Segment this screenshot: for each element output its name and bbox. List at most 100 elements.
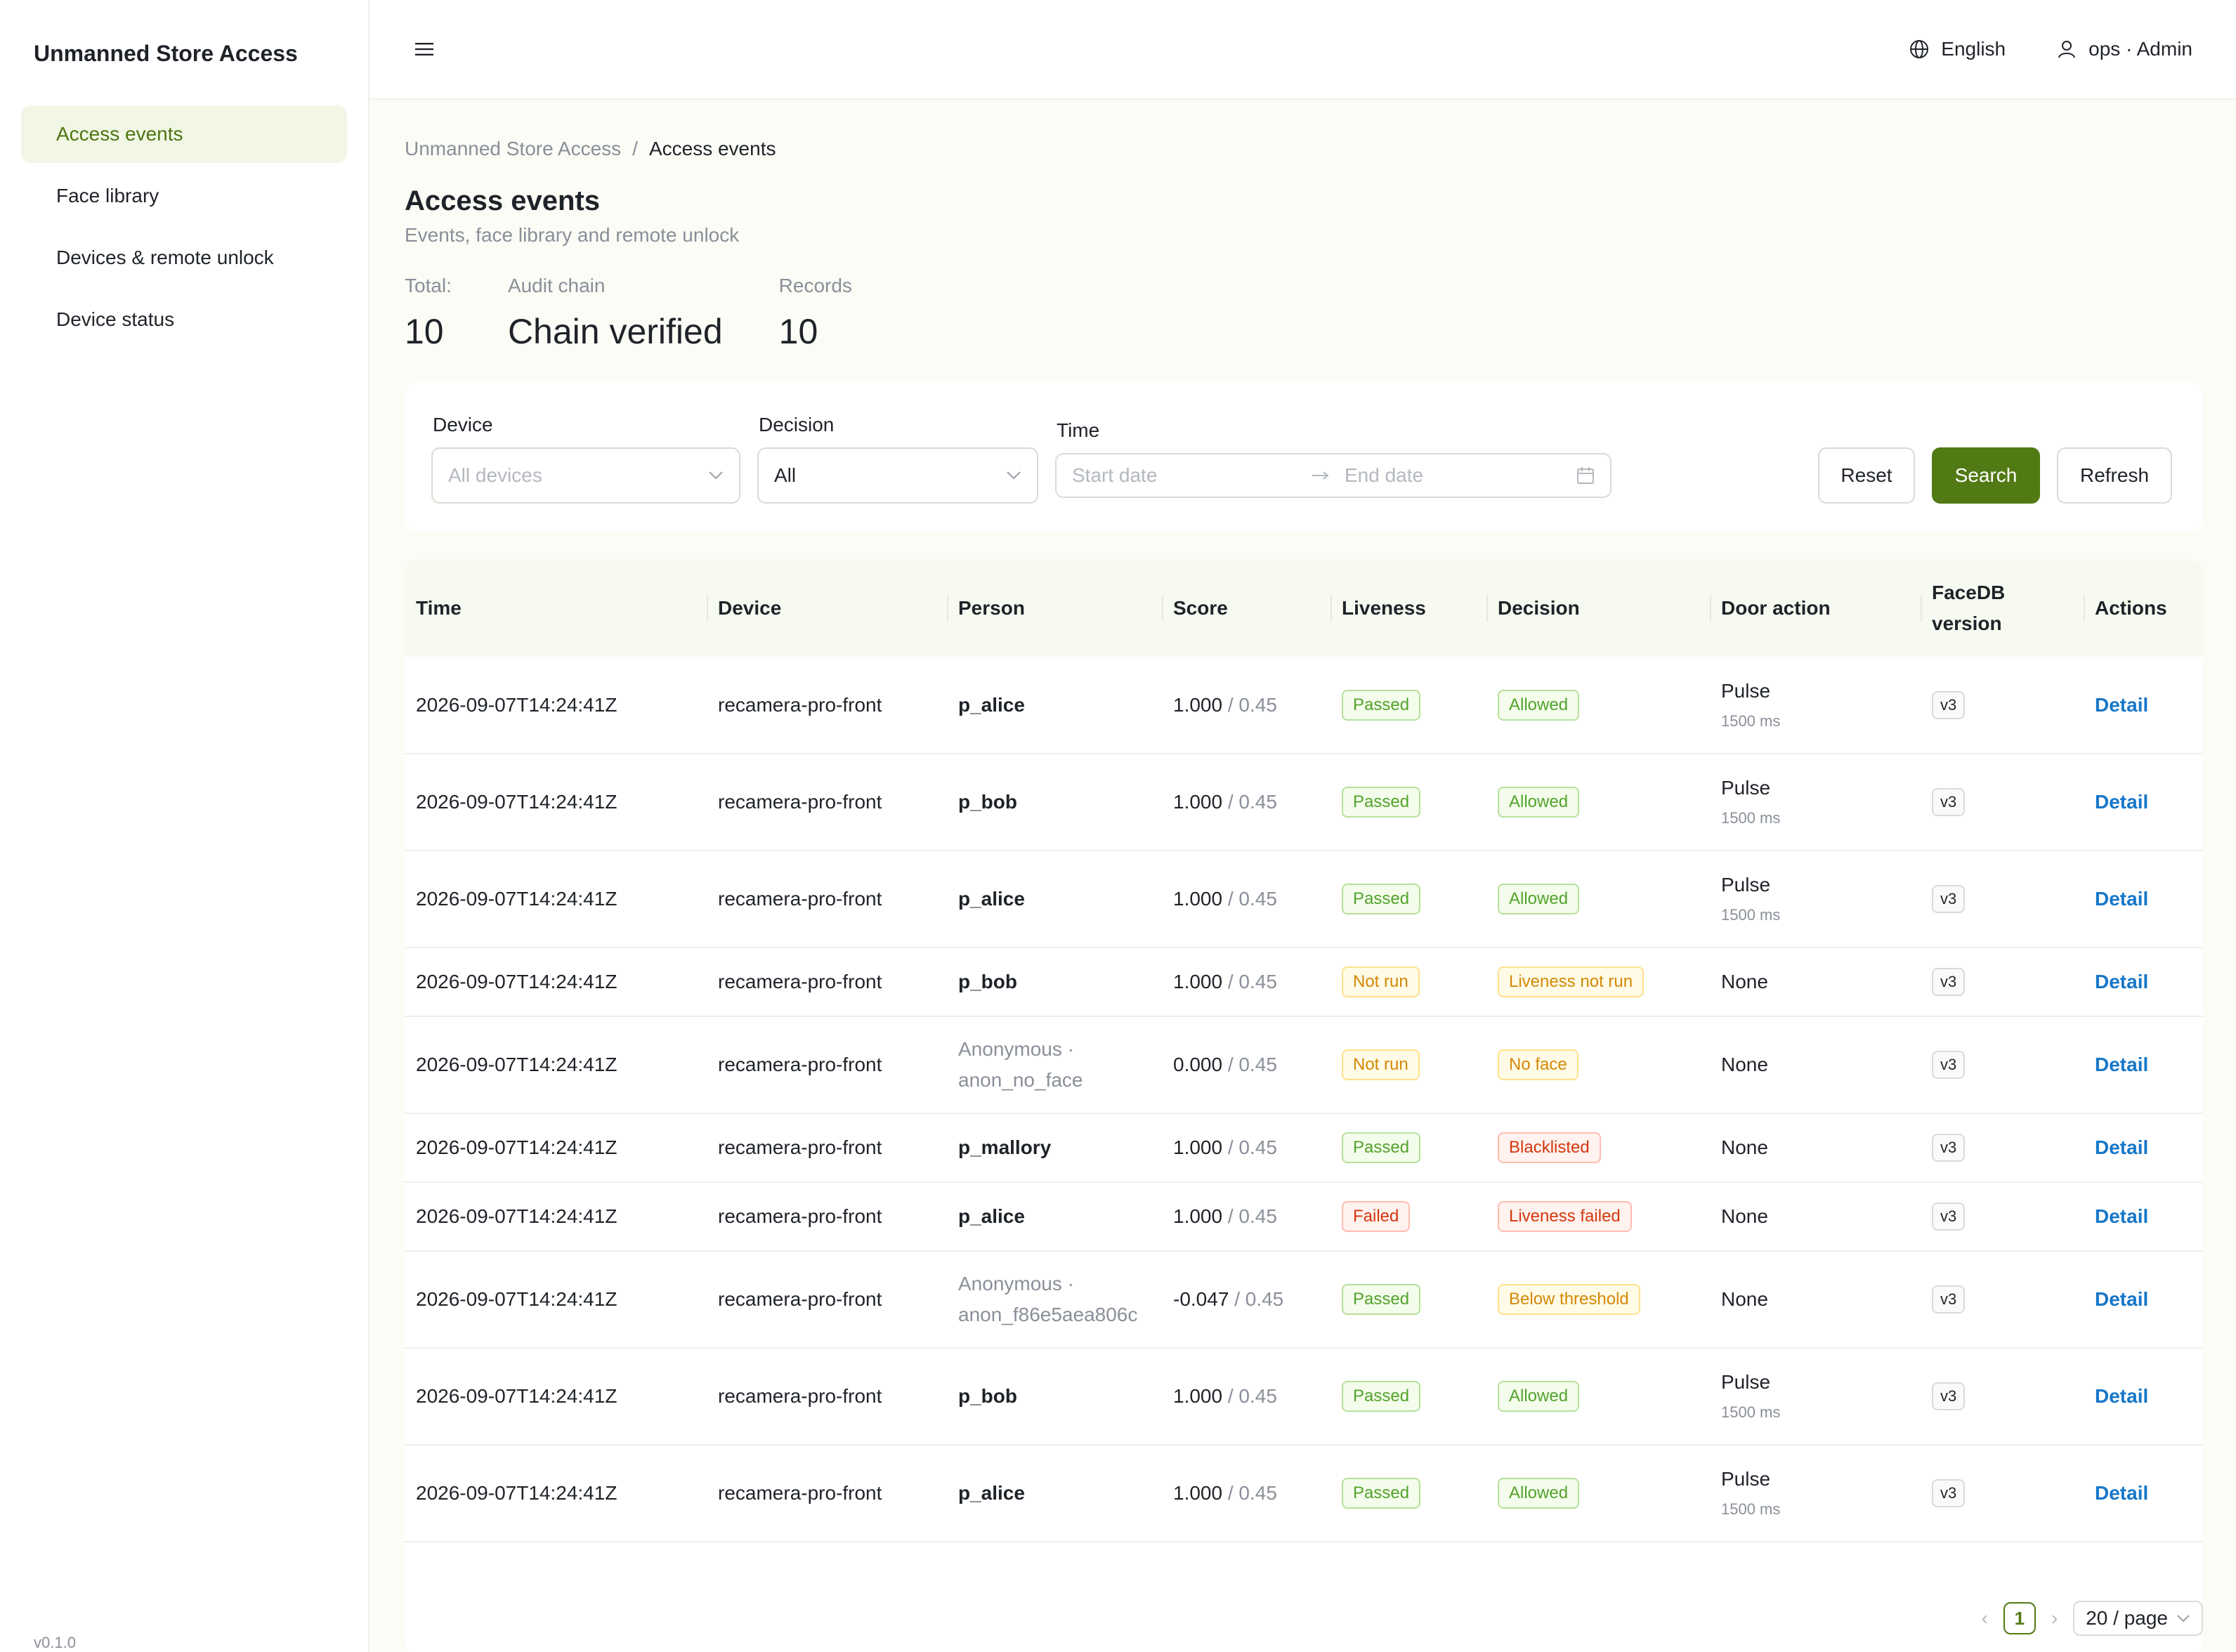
- decision-badge: Liveness not run: [1498, 966, 1645, 997]
- filter-panel: Device All devices Decision All Time Sta…: [405, 383, 2203, 532]
- detail-link[interactable]: Detail: [2095, 693, 2149, 716]
- sidebar-item-access-events[interactable]: Access events: [21, 105, 347, 163]
- column-header-device: Device: [707, 560, 947, 657]
- score-threshold: / 0.45: [1234, 1288, 1284, 1310]
- globe-icon: [1910, 40, 1929, 58]
- cell-device: recamera-pro-front: [707, 1445, 947, 1542]
- decision-badge: Allowed: [1498, 787, 1580, 818]
- version-badge: v3: [1932, 1202, 1966, 1231]
- decision-filter-label: Decision: [759, 414, 835, 435]
- detail-link[interactable]: Detail: [2095, 971, 2149, 992]
- cell-door-action: None: [1710, 1016, 1921, 1114]
- cell-device: recamera-pro-front: [707, 1251, 947, 1349]
- next-page-button[interactable]: ›: [2051, 1607, 2058, 1629]
- detail-link[interactable]: Detail: [2095, 1136, 2149, 1158]
- stat-records: Records 10: [779, 275, 852, 352]
- liveness-badge: Passed: [1342, 787, 1421, 818]
- detail-link[interactable]: Detail: [2095, 1288, 2149, 1310]
- chevron-down-icon: [2177, 1615, 2190, 1622]
- cell-score: 1.000 / 0.45: [1162, 1113, 1331, 1183]
- column-header-facedb-version: FaceDB version: [1921, 560, 2084, 657]
- score-value: 0.000: [1173, 1054, 1223, 1075]
- cell-decision: Allowed: [1486, 1445, 1710, 1542]
- cell-liveness: Passed: [1331, 657, 1486, 754]
- cell-score: 1.000 / 0.45: [1162, 1348, 1331, 1446]
- start-date-input[interactable]: Start date: [1072, 464, 1158, 486]
- refresh-button[interactable]: Refresh: [2057, 447, 2172, 504]
- sidebar-item-devices-remote-unlock[interactable]: Devices & remote unlock: [56, 247, 274, 268]
- decision-select-value: All: [774, 464, 797, 486]
- cell-actions: Detail: [2084, 1445, 2203, 1542]
- sidebar-item-face-library[interactable]: Face library: [56, 185, 159, 206]
- cell-facedb-version: v3: [1921, 754, 2084, 851]
- person-anon-id: anon_f86e5aea806c: [958, 1304, 1138, 1325]
- table-row: 2026-09-07T14:24:41Z recamera-pro-front …: [405, 657, 2203, 754]
- table-row: 2026-09-07T14:24:41Z recamera-pro-front …: [405, 754, 2203, 851]
- breadcrumb-root[interactable]: Unmanned Store Access: [405, 138, 622, 159]
- score-threshold: / 0.45: [1227, 1054, 1277, 1075]
- cell-actions: Detail: [2084, 1251, 2203, 1349]
- table-header-row: Time Device Person Score Liveness Decisi…: [405, 560, 2203, 657]
- cell-liveness: Not run: [1331, 948, 1486, 1017]
- cell-device: recamera-pro-front: [707, 754, 947, 851]
- cell-actions: Detail: [2084, 1016, 2203, 1114]
- date-range-picker[interactable]: Start date End date: [1055, 453, 1611, 498]
- menu-toggle-button[interactable]: [409, 34, 440, 65]
- detail-link[interactable]: Detail: [2095, 791, 2149, 813]
- cell-decision: Liveness not run: [1486, 948, 1710, 1017]
- decision-badge: Blacklisted: [1498, 1132, 1601, 1163]
- content: Unmanned Store Access / Access events Ac…: [370, 100, 2236, 1652]
- user-menu[interactable]: ops · Admin: [2056, 38, 2192, 60]
- cell-facedb-version: v3: [1921, 1251, 2084, 1349]
- version-badge: v3: [1932, 788, 1966, 816]
- facedb-header-line-1: FaceDB: [1932, 582, 2006, 603]
- cell-person: p_bob: [947, 948, 1162, 1017]
- reset-button[interactable]: Reset: [1818, 447, 1915, 504]
- user-icon: [2058, 41, 2076, 58]
- cell-person: p_bob: [947, 1348, 1162, 1446]
- cell-time: 2026-09-07T14:24:41Z: [405, 1113, 707, 1183]
- cell-door-action: Pulse 1500 ms: [1710, 1445, 1921, 1542]
- detail-link[interactable]: Detail: [2095, 1054, 2149, 1075]
- score-value: 1.000: [1173, 1482, 1223, 1504]
- cell-device: recamera-pro-front: [707, 1113, 947, 1183]
- sidebar-item-device-status[interactable]: Device status: [56, 308, 175, 330]
- detail-link[interactable]: Detail: [2095, 1482, 2149, 1504]
- liveness-badge: Passed: [1342, 1478, 1421, 1509]
- cell-door-action: None: [1710, 1251, 1921, 1349]
- device-select[interactable]: All devices: [431, 447, 740, 504]
- stat-records-label: Records: [778, 275, 852, 296]
- person-anon-label: Anonymous ·: [958, 1273, 1074, 1294]
- score-value: 1.000: [1173, 693, 1223, 716]
- language-switcher[interactable]: English: [1909, 38, 2006, 60]
- breadcrumb: Unmanned Store Access / Access events: [405, 138, 2202, 160]
- page-size-select[interactable]: 20 / page: [2073, 1601, 2203, 1636]
- chevron-down-icon: [709, 471, 723, 480]
- score-value: 1.000: [1173, 1136, 1223, 1158]
- cell-door-action: Pulse 1500 ms: [1710, 754, 1921, 851]
- cell-device: recamera-pro-front: [707, 1348, 947, 1446]
- end-date-input[interactable]: End date: [1345, 464, 1424, 486]
- liveness-badge: Passed: [1342, 1284, 1421, 1315]
- device-filter-label: Device: [433, 414, 493, 435]
- page-number-current[interactable]: 1: [2003, 1602, 2036, 1634]
- detail-link[interactable]: Detail: [2095, 888, 2149, 910]
- app-brand: Unmanned Store Access: [34, 41, 298, 66]
- score-threshold: / 0.45: [1227, 971, 1277, 992]
- stat-total: Total: 10: [405, 275, 452, 352]
- detail-link[interactable]: Detail: [2095, 1205, 2149, 1227]
- cell-actions: Detail: [2084, 851, 2203, 948]
- time-filter-label: Time: [1057, 419, 1100, 441]
- score-threshold: / 0.45: [1227, 791, 1277, 813]
- score-value: 1.000: [1173, 888, 1223, 910]
- cell-facedb-version: v3: [1921, 1113, 2084, 1183]
- device-select-placeholder: All devices: [448, 464, 542, 486]
- detail-link[interactable]: Detail: [2095, 1385, 2149, 1407]
- cell-liveness: Passed: [1331, 754, 1486, 851]
- door-action-duration: 1500 ms: [1721, 1500, 1781, 1518]
- prev-page-button[interactable]: ‹: [1981, 1607, 1988, 1629]
- table-row: 2026-09-07T14:24:41Z recamera-pro-front …: [405, 1251, 2203, 1349]
- cell-person: p_alice: [947, 1445, 1162, 1542]
- search-button[interactable]: Search: [1932, 447, 2040, 504]
- decision-select[interactable]: All: [757, 447, 1038, 504]
